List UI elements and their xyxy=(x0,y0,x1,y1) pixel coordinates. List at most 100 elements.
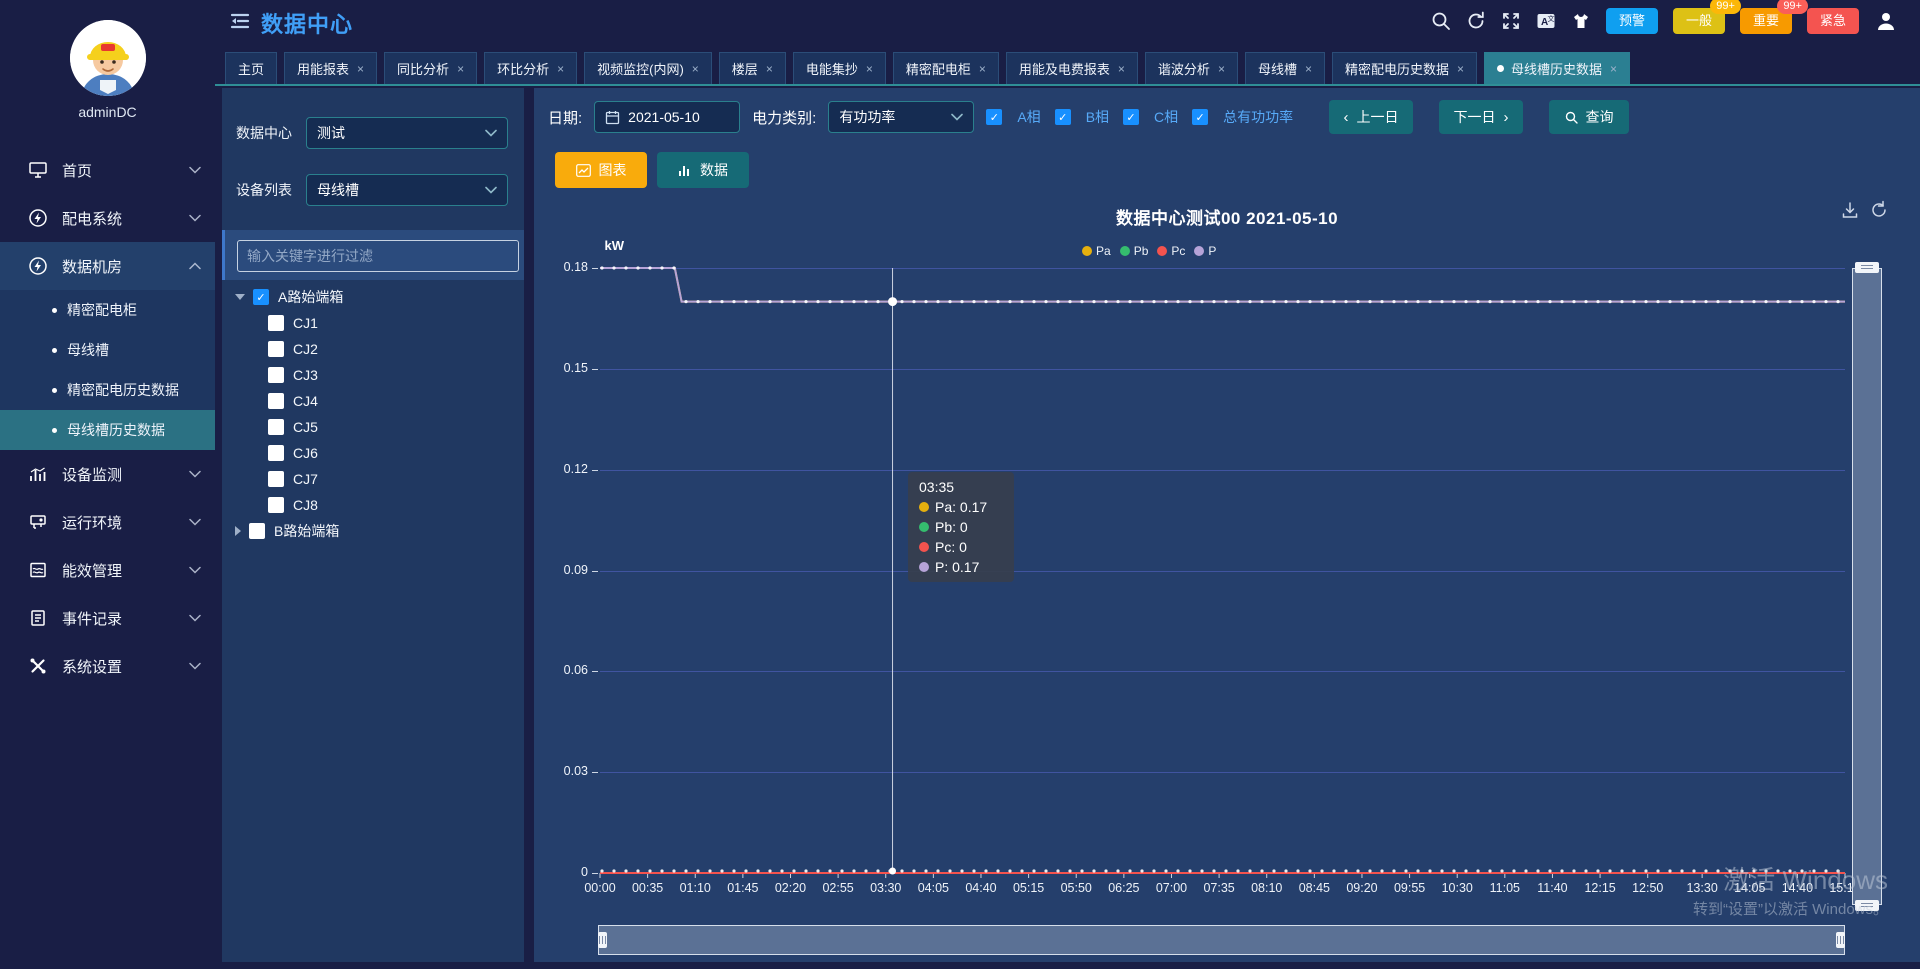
tree-row-CJ5[interactable]: CJ5 xyxy=(222,414,524,440)
datazoom-horizontal-slider[interactable] xyxy=(598,925,1845,955)
legend-item-Pb[interactable]: Pb xyxy=(1119,244,1148,258)
tree-row-A路始端箱[interactable]: ✓ A路始端箱 xyxy=(222,284,524,310)
checkbox-unchecked[interactable] xyxy=(268,393,284,409)
checkbox-checked[interactable]: ✓ xyxy=(1054,109,1071,125)
restore-icon[interactable] xyxy=(1869,200,1889,220)
datazoom-top-handle[interactable] xyxy=(1855,262,1879,273)
expander-closed-icon[interactable] xyxy=(235,526,241,536)
sidebar-item-6[interactable]: 能效管理 xyxy=(0,546,215,594)
close-icon[interactable]: × xyxy=(978,61,986,76)
avatar[interactable] xyxy=(69,20,146,96)
close-icon[interactable]: × xyxy=(1304,61,1312,76)
collapse-menu-icon[interactable] xyxy=(229,10,251,32)
data-mode-button[interactable]: 数据 xyxy=(657,152,749,188)
tree-row-CJ6[interactable]: CJ6 xyxy=(222,440,524,466)
date-input[interactable]: 2021-05-10 xyxy=(594,101,741,133)
sidebar-item-3[interactable]: 数据机房 xyxy=(0,242,215,290)
tab-母线槽[interactable]: 母线槽 × xyxy=(1244,52,1325,84)
checkbox-checked[interactable]: ✓ xyxy=(986,109,1003,125)
datazoom-bottom-handle[interactable] xyxy=(1855,900,1879,911)
datazoom-vertical-slider[interactable] xyxy=(1852,268,1882,905)
query-button[interactable]: 查询 xyxy=(1549,100,1629,134)
refresh-icon[interactable] xyxy=(1466,11,1486,31)
tree-row-CJ4[interactable]: CJ4 xyxy=(222,388,524,414)
legend-item-Pc[interactable]: Pc xyxy=(1157,244,1185,258)
power-type-select[interactable]: 有功功率 xyxy=(828,101,975,133)
devicelist-select[interactable]: 母线槽 xyxy=(306,174,508,206)
tab-楼层[interactable]: 楼层 × xyxy=(718,52,786,84)
sidebar-item-2[interactable]: 配电系统 xyxy=(0,194,215,242)
checkbox-unchecked[interactable] xyxy=(268,419,284,435)
sidebar-subitem-精密配电柜[interactable]: 精密配电柜 xyxy=(0,290,215,330)
tab-环比分析[interactable]: 环比分析 × xyxy=(484,52,578,84)
close-icon[interactable]: × xyxy=(457,61,465,76)
tree-row-CJ2[interactable]: CJ2 xyxy=(222,336,524,362)
checkbox-C相[interactable]: ✓ C相 xyxy=(1123,107,1178,127)
alert-button-预警[interactable]: 预警 xyxy=(1605,8,1658,34)
sidebar-item-4[interactable]: 设备监测 xyxy=(0,450,215,498)
close-icon[interactable]: × xyxy=(1217,61,1225,76)
tab-用能报表[interactable]: 用能报表 × xyxy=(284,52,378,84)
datacenter-select[interactable]: 测试 xyxy=(306,117,508,149)
datazoom-right-handle[interactable] xyxy=(1836,932,1845,948)
legend-item-P[interactable]: P xyxy=(1194,244,1216,258)
alert-button-一般[interactable]: 一般 99+ xyxy=(1672,0,1741,34)
checkbox-unchecked[interactable] xyxy=(249,523,265,539)
tree-row-CJ8[interactable]: CJ8 xyxy=(222,492,524,518)
close-icon[interactable]: × xyxy=(691,61,699,76)
search-icon[interactable] xyxy=(1431,11,1451,31)
checkbox-checked[interactable]: ✓ xyxy=(1123,109,1140,125)
tab-主页[interactable]: 主页 xyxy=(225,52,278,84)
checkbox-总有功功率[interactable]: ✓ 总有功功率 xyxy=(1192,107,1293,127)
tree-search-input[interactable] xyxy=(237,240,519,272)
checkbox-B相[interactable]: ✓ B相 xyxy=(1054,107,1109,127)
sidebar-item-5[interactable]: 运行环境 xyxy=(0,498,215,546)
tree-row-CJ7[interactable]: CJ7 xyxy=(222,466,524,492)
checkbox-checked[interactable]: ✓ xyxy=(1192,109,1209,125)
close-icon[interactable]: × xyxy=(1457,61,1465,76)
tab-母线槽历史数据[interactable]: 母线槽历史数据 × xyxy=(1484,52,1631,84)
tab-同比分析[interactable]: 同比分析 × xyxy=(384,52,478,84)
datazoom-left-handle[interactable] xyxy=(598,932,607,948)
expander-open-icon[interactable] xyxy=(235,294,245,300)
checkbox-checked[interactable]: ✓ xyxy=(253,289,269,305)
checkbox-unchecked[interactable] xyxy=(268,445,284,461)
sidebar-subitem-母线槽[interactable]: 母线槽 xyxy=(0,330,215,370)
tab-精密配电历史数据[interactable]: 精密配电历史数据 × xyxy=(1331,52,1478,84)
sidebar-subitem-母线槽历史数据[interactable]: 母线槽历史数据 xyxy=(0,410,215,450)
sidebar-item-8[interactable]: 系统设置 xyxy=(0,642,215,690)
close-icon[interactable]: × xyxy=(1117,61,1125,76)
tree-row-CJ1[interactable]: CJ1 xyxy=(222,310,524,336)
tree-row-CJ3[interactable]: CJ3 xyxy=(222,362,524,388)
sidebar-item-7[interactable]: 事件记录 xyxy=(0,594,215,642)
checkbox-unchecked[interactable] xyxy=(268,497,284,513)
prev-day-button[interactable]: ‹ 上一日 xyxy=(1329,100,1413,134)
alert-button-重要[interactable]: 重要 99+ xyxy=(1739,0,1808,34)
close-icon[interactable]: × xyxy=(557,61,565,76)
user-icon[interactable] xyxy=(1874,9,1898,33)
close-icon[interactable]: × xyxy=(765,61,773,76)
tab-精密配电柜[interactable]: 精密配电柜 × xyxy=(892,52,999,84)
next-day-button[interactable]: 下一日 › xyxy=(1439,100,1523,134)
download-icon[interactable] xyxy=(1840,200,1860,220)
legend-item-Pa[interactable]: Pa xyxy=(1082,244,1111,258)
checkbox-A相[interactable]: ✓ A相 xyxy=(986,107,1041,127)
sidebar-item-1[interactable]: 首页 xyxy=(0,146,215,194)
tab-电能集抄[interactable]: 电能集抄 × xyxy=(792,52,886,84)
chart-mode-button[interactable]: 图表 xyxy=(555,152,647,188)
tab-视频监控(内网)[interactable]: 视频监控(内网) × xyxy=(584,52,712,84)
checkbox-unchecked[interactable] xyxy=(268,315,284,331)
alert-button-紧急[interactable]: 紧急 xyxy=(1806,8,1859,34)
tab-用能及电费报表[interactable]: 用能及电费报表 × xyxy=(1005,52,1138,84)
checkbox-unchecked[interactable] xyxy=(268,367,284,383)
sidebar-subitem-精密配电历史数据[interactable]: 精密配电历史数据 xyxy=(0,370,215,410)
fullscreen-icon[interactable] xyxy=(1501,11,1521,31)
close-icon[interactable]: × xyxy=(865,61,873,76)
tree-row-B路始端箱[interactable]: B路始端箱 xyxy=(222,518,524,544)
theme-icon[interactable] xyxy=(1571,11,1591,31)
close-icon[interactable]: × xyxy=(357,61,365,76)
close-icon[interactable]: × xyxy=(1610,61,1618,76)
tab-谐波分析[interactable]: 谐波分析 × xyxy=(1144,52,1238,84)
checkbox-unchecked[interactable] xyxy=(268,341,284,357)
